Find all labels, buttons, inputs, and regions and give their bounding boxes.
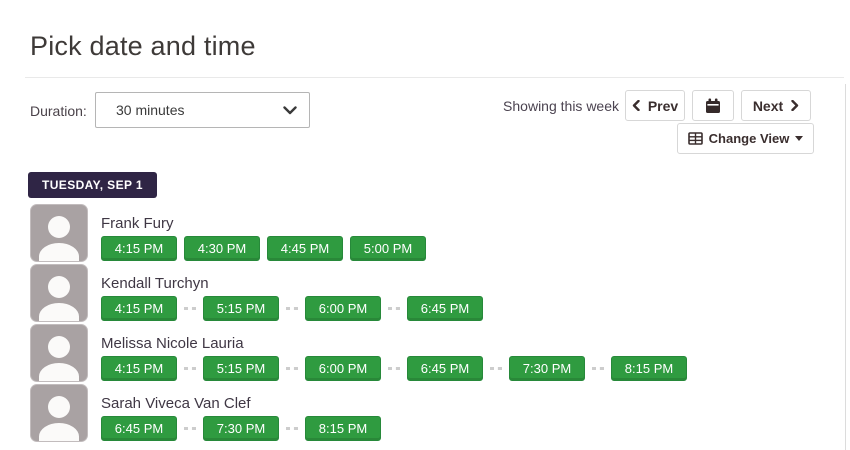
chevron-down-icon	[283, 105, 297, 115]
time-slot-button[interactable]: 8:15 PM	[611, 356, 687, 381]
person-silhouette-icon	[48, 276, 70, 298]
time-slot-button[interactable]: 4:15 PM	[101, 356, 177, 381]
slot-separator	[184, 367, 196, 370]
time-slot-button[interactable]: 7:30 PM	[509, 356, 585, 381]
person-name: Frank Fury	[101, 215, 174, 232]
prev-button[interactable]: Prev	[625, 90, 685, 121]
person-row: Sarah Viveca Van Clef 6:45 PM 7:30 PM 8:15…	[30, 384, 850, 444]
time-slot-button[interactable]: 6:45 PM	[101, 416, 177, 441]
time-slot-button[interactable]: 5:15 PM	[203, 296, 279, 321]
duration-select[interactable]: 30 minutes	[95, 92, 310, 128]
slot-separator	[388, 367, 400, 370]
change-view-label: Change View	[708, 131, 790, 146]
chevron-left-icon	[632, 100, 640, 111]
time-slot-button[interactable]: 6:45 PM	[407, 296, 483, 321]
person-row: Frank Fury 4:15 PM 4:30 PM 4:45 PM 5:00 PM	[30, 204, 850, 264]
time-slot-button[interactable]: 4:45 PM	[267, 236, 343, 261]
avatar	[30, 324, 88, 382]
next-button[interactable]: Next	[741, 90, 811, 121]
next-button-label: Next	[752, 97, 784, 114]
slot-separator	[286, 367, 298, 370]
caret-down-icon	[795, 136, 804, 141]
duration-select-value: 30 minutes	[116, 102, 185, 118]
time-slot-button[interactable]: 6:00 PM	[305, 296, 381, 321]
time-slot-button[interactable]: 4:30 PM	[184, 236, 260, 261]
avatar	[30, 384, 88, 442]
time-slot-button[interactable]: 4:15 PM	[101, 296, 177, 321]
person-silhouette-icon	[48, 336, 70, 358]
time-slot-button[interactable]: 5:15 PM	[203, 356, 279, 381]
duration-label: Duration:	[30, 103, 87, 119]
slot-separator	[286, 307, 298, 310]
person-name: Sarah Viveca Van Clef	[101, 395, 251, 412]
avatar	[30, 204, 88, 262]
page-right-edge	[845, 84, 846, 450]
person-name: Melissa Nicole Lauria	[101, 335, 244, 352]
person-silhouette-icon	[48, 396, 70, 418]
calendar-icon	[705, 98, 721, 114]
time-slot-button[interactable]: 4:15 PM	[101, 236, 177, 261]
time-slot-list: 4:15 PM 5:15 PM 6:00 PM 6:45 PM	[101, 296, 483, 321]
time-slot-list: 6:45 PM 7:30 PM 8:15 PM	[101, 416, 381, 441]
time-slot-button[interactable]: 7:30 PM	[203, 416, 279, 441]
date-badge: TUESDAY, SEP 1	[28, 172, 157, 198]
page-title: Pick date and time	[30, 31, 256, 61]
header-divider	[25, 77, 844, 78]
slot-separator	[592, 367, 604, 370]
table-icon	[687, 132, 703, 145]
person-name: Kendall Turchyn	[101, 275, 209, 292]
showing-week-text: Showing this week	[503, 98, 619, 114]
slot-separator	[184, 427, 196, 430]
availability-list: Frank Fury 4:15 PM 4:30 PM 4:45 PM 5:00 PM …	[30, 204, 850, 444]
slot-separator	[184, 307, 196, 310]
slot-separator	[286, 427, 298, 430]
time-slot-button[interactable]: 6:00 PM	[305, 356, 381, 381]
person-row: Kendall Turchyn 4:15 PM 5:15 PM 6:00 PM 6:4…	[30, 264, 850, 324]
time-slot-list: 4:15 PM 5:15 PM 6:00 PM 6:45 PM 7:30 PM 8:15 …	[101, 356, 687, 381]
chevron-right-icon	[791, 100, 799, 111]
calendar-button[interactable]	[692, 90, 734, 121]
change-view-button[interactable]: Change View	[677, 123, 814, 154]
prev-button-label: Prev	[647, 97, 679, 114]
avatar	[30, 264, 88, 322]
time-slot-button[interactable]: 8:15 PM	[305, 416, 381, 441]
person-silhouette-icon	[48, 216, 70, 238]
time-slot-list: 4:15 PM 4:30 PM 4:45 PM 5:00 PM	[101, 236, 426, 261]
slot-separator	[490, 367, 502, 370]
time-slot-button[interactable]: 5:00 PM	[350, 236, 426, 261]
person-row: Melissa Nicole Lauria 4:15 PM 5:15 PM 6:00…	[30, 324, 850, 384]
slot-separator	[388, 307, 400, 310]
time-slot-button[interactable]: 6:45 PM	[407, 356, 483, 381]
